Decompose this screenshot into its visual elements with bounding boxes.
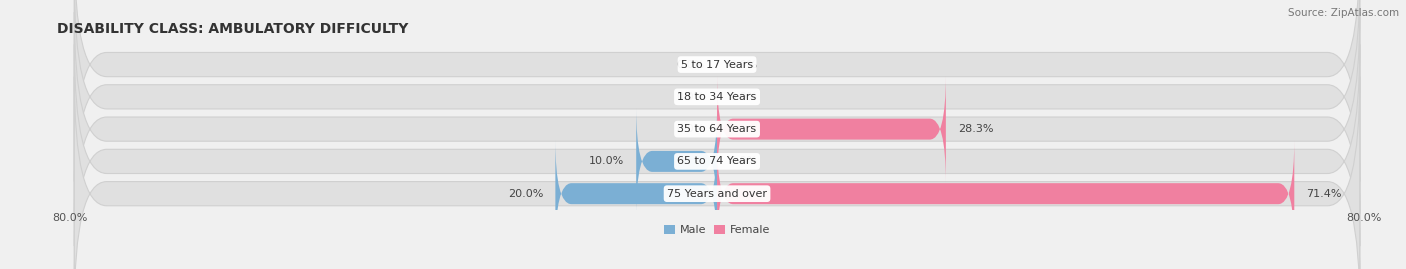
Text: 0.0%: 0.0% (676, 124, 704, 134)
Text: DISABILITY CLASS: AMBULATORY DIFFICULTY: DISABILITY CLASS: AMBULATORY DIFFICULTY (58, 22, 409, 36)
Text: 28.3%: 28.3% (957, 124, 994, 134)
FancyBboxPatch shape (75, 12, 1360, 246)
FancyBboxPatch shape (75, 0, 1360, 214)
FancyBboxPatch shape (555, 140, 717, 248)
Text: 71.4%: 71.4% (1306, 189, 1341, 199)
FancyBboxPatch shape (75, 44, 1360, 269)
Text: 5 to 17 Years: 5 to 17 Years (681, 59, 754, 70)
Legend: Male, Female: Male, Female (659, 221, 775, 240)
Text: Source: ZipAtlas.com: Source: ZipAtlas.com (1288, 8, 1399, 18)
FancyBboxPatch shape (636, 107, 717, 215)
Text: 35 to 64 Years: 35 to 64 Years (678, 124, 756, 134)
FancyBboxPatch shape (717, 140, 1295, 248)
Text: 10.0%: 10.0% (589, 156, 624, 167)
FancyBboxPatch shape (75, 77, 1360, 269)
Text: 0.0%: 0.0% (730, 92, 758, 102)
FancyBboxPatch shape (75, 0, 1360, 182)
Text: 75 Years and over: 75 Years and over (666, 189, 768, 199)
Text: 65 to 74 Years: 65 to 74 Years (678, 156, 756, 167)
Text: 0.0%: 0.0% (730, 156, 758, 167)
Text: 0.0%: 0.0% (730, 59, 758, 70)
Text: 0.0%: 0.0% (676, 92, 704, 102)
Text: 18 to 34 Years: 18 to 34 Years (678, 92, 756, 102)
Text: 0.0%: 0.0% (676, 59, 704, 70)
Text: 20.0%: 20.0% (508, 189, 543, 199)
FancyBboxPatch shape (717, 75, 946, 183)
